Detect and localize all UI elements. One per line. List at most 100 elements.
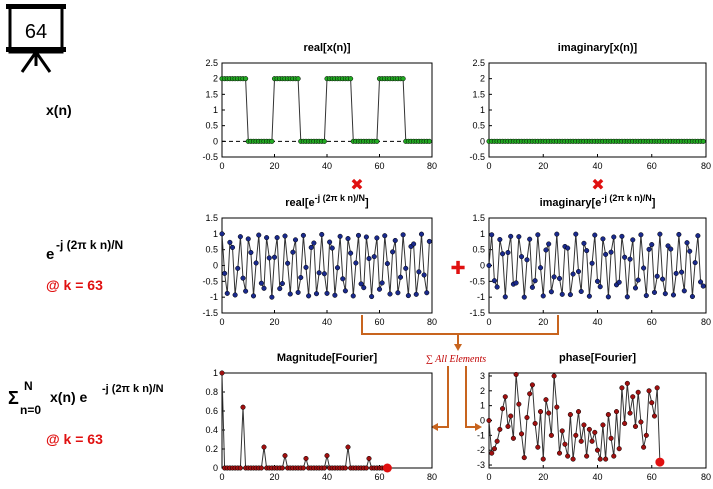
- y-tick-label: 1.5: [205, 89, 218, 99]
- data-point: [340, 276, 346, 282]
- data-point: [258, 465, 264, 471]
- data-point: [282, 233, 288, 239]
- data-point: [524, 414, 530, 421]
- data-point: [575, 409, 582, 415]
- data-point: [600, 422, 606, 428]
- chart-title: real[x(n)]: [303, 42, 350, 54]
- y-tick-label: 1.5: [472, 213, 485, 223]
- data-point: [361, 285, 367, 291]
- data-point: [651, 289, 658, 295]
- x-tick-label: 40: [592, 472, 602, 482]
- x-tick-label: 40: [322, 317, 332, 327]
- chart-title: phase[Fourier]: [559, 352, 636, 364]
- data-point: [578, 438, 584, 444]
- data-point: [581, 240, 587, 246]
- data-point: [521, 294, 527, 300]
- data-point: [369, 293, 375, 300]
- label-sum-sigma: Σ: [8, 388, 19, 408]
- highlight-point: [382, 463, 392, 473]
- data-point: [313, 291, 320, 297]
- data-point: [548, 432, 554, 438]
- data-point: [264, 235, 270, 241]
- y-tick-label: 0.6: [205, 406, 218, 416]
- data-point: [660, 276, 666, 282]
- data-point: [689, 293, 695, 300]
- x-tick-label: 20: [538, 317, 548, 327]
- highlight-point: [655, 457, 665, 467]
- data-point: [250, 293, 257, 299]
- data-point: [489, 450, 495, 456]
- data-point: [413, 291, 419, 297]
- data-point: [371, 254, 377, 260]
- data-point: [405, 293, 411, 299]
- x-tick-label: 40: [322, 472, 332, 482]
- data-point: [627, 410, 633, 416]
- data-point: [700, 138, 706, 144]
- times-icon-right: ✖: [591, 177, 604, 194]
- data-point: [632, 285, 639, 291]
- data-point: [363, 234, 369, 240]
- data-point: [303, 264, 309, 270]
- data-point: [222, 270, 228, 276]
- times-icon: ✖: [350, 177, 363, 194]
- plus-icon: ✚: [450, 258, 465, 278]
- data-point: [418, 231, 425, 237]
- data-point: [486, 417, 492, 424]
- data-point: [554, 231, 560, 237]
- x-tick-label: 20: [538, 161, 548, 171]
- data-point: [387, 291, 393, 297]
- data-point: [635, 277, 641, 283]
- data-point: [646, 388, 652, 394]
- x-tick-label: 60: [374, 161, 384, 171]
- y-tick-label: -2: [477, 445, 485, 455]
- data-point: [269, 294, 275, 300]
- data-point: [559, 428, 565, 434]
- data-point: [679, 269, 685, 275]
- data-point: [505, 423, 511, 429]
- data-point: [258, 280, 264, 286]
- data-point: [548, 289, 554, 295]
- slide-number: 64: [25, 21, 47, 43]
- series-line: [488, 374, 661, 463]
- data-point: [651, 413, 658, 419]
- data-point: [321, 271, 327, 277]
- data-point: [345, 236, 351, 242]
- chart-title: real[e-j (2π k n)/N]: [285, 193, 369, 209]
- y-tick-label: -0.5: [202, 152, 218, 162]
- data-point: [535, 232, 541, 238]
- data-point: [527, 391, 533, 397]
- data-point: [426, 238, 432, 244]
- data-point: [337, 233, 343, 239]
- data-point: [575, 268, 582, 275]
- data-point: [529, 382, 535, 388]
- data-point: [589, 260, 595, 266]
- series-line: [488, 234, 704, 298]
- x-tick-label: 0: [219, 161, 224, 171]
- y-tick-label: -1: [477, 292, 485, 302]
- data-point: [300, 232, 306, 238]
- data-point: [229, 244, 236, 250]
- series-line: [222, 78, 430, 142]
- y-tick-label: 2.5: [205, 58, 218, 68]
- y-tick-label: 0: [213, 463, 218, 473]
- data-point: [497, 236, 503, 243]
- x-tick-label: 80: [701, 161, 711, 171]
- data-point: [290, 249, 296, 255]
- data-point: [505, 249, 511, 256]
- y-tick-label: 0: [480, 136, 485, 146]
- data-point: [248, 249, 254, 256]
- data-point: [256, 232, 262, 238]
- data-point: [643, 293, 649, 299]
- data-point: [261, 285, 267, 291]
- y-tick-label: 1: [480, 229, 485, 239]
- data-point: [698, 279, 704, 285]
- data-point: [567, 412, 573, 418]
- data-point: [355, 232, 362, 238]
- data-point: [603, 251, 609, 257]
- data-point: [524, 257, 530, 263]
- data-point: [543, 397, 549, 403]
- data-point: [508, 413, 514, 419]
- data-point: [630, 394, 636, 400]
- plot-frame: [488, 217, 707, 314]
